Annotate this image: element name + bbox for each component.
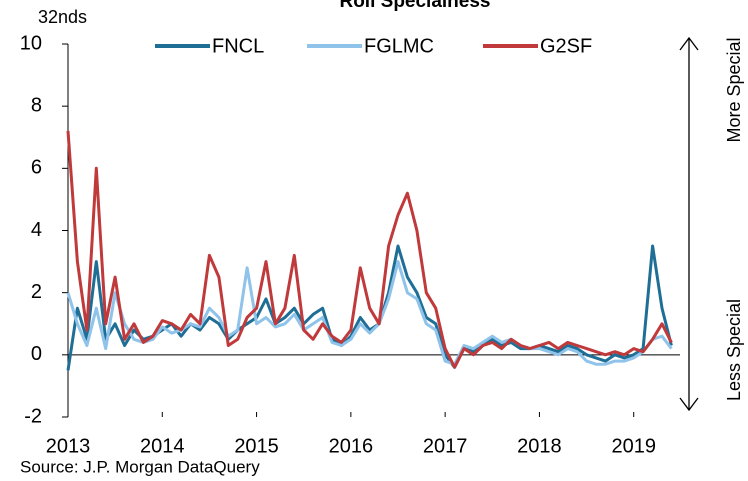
- arrow: [679, 36, 699, 412]
- legend-label: FNCL: [212, 35, 264, 57]
- x-tick-label: 2016: [329, 435, 374, 457]
- series-line: [66, 244, 673, 371]
- y-tick-label: 6: [31, 157, 42, 179]
- legend-label: G2SF: [540, 35, 592, 57]
- annotation: Less Special: [724, 299, 744, 401]
- y-tick-label: 2: [31, 281, 42, 303]
- chart-title: Roll Specialness: [339, 0, 490, 12]
- series-line: [66, 260, 673, 366]
- legend-label: FGLMC: [364, 35, 434, 57]
- x-tick-label: 2018: [517, 435, 562, 457]
- annotation: More Special: [724, 37, 744, 142]
- x-tick-label: 2017: [423, 435, 468, 457]
- x-tick-label: 2014: [140, 435, 185, 457]
- y-tick-label: 8: [31, 94, 42, 116]
- y-tick-label: 4: [31, 219, 42, 241]
- x-tick-label: 2019: [611, 435, 656, 457]
- y-tick-label: -2: [24, 405, 42, 427]
- y-unit: 32nds: [38, 7, 87, 27]
- source: Source: J.P. Morgan DataQuery: [20, 457, 260, 476]
- series-line: [66, 130, 673, 369]
- y-tick-label: 0: [31, 343, 42, 365]
- y-tick-label: 10: [20, 32, 42, 54]
- x-tick-label: 2013: [46, 435, 91, 457]
- x-tick-label: 2015: [234, 435, 279, 457]
